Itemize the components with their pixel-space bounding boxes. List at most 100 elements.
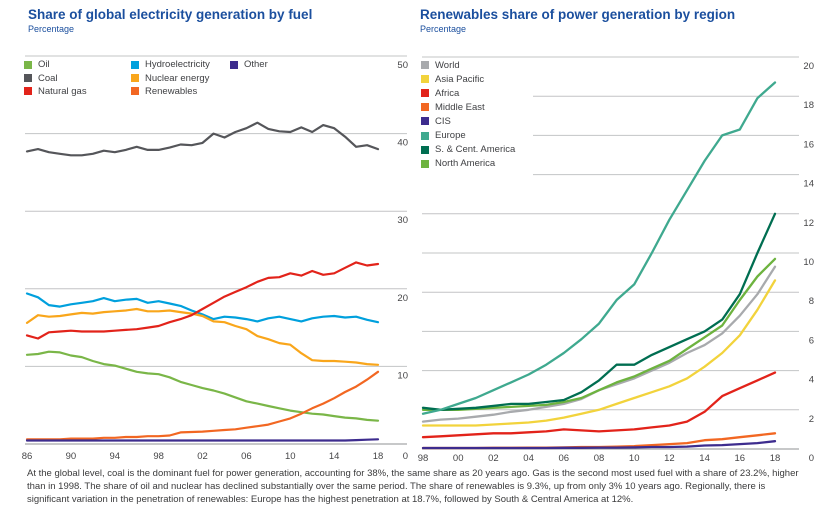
- y-axis-tick-label: 10: [397, 370, 408, 381]
- legend-item: World: [421, 58, 515, 72]
- series-line-north-america: [421, 257, 777, 411]
- series-line-cis: [421, 440, 777, 450]
- legend-swatch-icon: [131, 87, 139, 96]
- series-line-natural-gas: [25, 261, 380, 340]
- series-line-hydroelectricity: [25, 292, 380, 324]
- legend-item: Hydroelectricity: [131, 58, 230, 71]
- x-axis-tick-label: 18: [373, 451, 384, 462]
- y-axis-tick-label: 20: [803, 61, 814, 72]
- figure-caption: At the global level, coal is the dominan…: [27, 468, 799, 505]
- legend-column: Other: [230, 58, 268, 71]
- y-axis-tick-label: 8: [809, 296, 814, 307]
- x-axis-tick-label: 98: [418, 453, 429, 464]
- x-axis-tick-label: 90: [66, 451, 77, 462]
- legend-item: CIS: [421, 114, 515, 128]
- legend-item: S. & Cent. America: [421, 143, 515, 157]
- legend-swatch-icon: [131, 74, 139, 83]
- y-axis-tick-label: 18: [803, 100, 814, 111]
- legend-swatch-icon: [421, 159, 429, 168]
- x-axis-tick-label: 10: [285, 451, 296, 462]
- x-axis-tick-label: 98: [153, 451, 164, 462]
- legend-item: Natural gas: [24, 85, 131, 98]
- x-axis-tick-label: 06: [559, 453, 570, 464]
- x-axis-tick-label: 14: [329, 451, 340, 462]
- legend-swatch-icon: [24, 74, 32, 83]
- y-axis-tick-label: 14: [803, 179, 814, 190]
- legend-column: World Asia Pacific Africa Middle East CIS Eur…: [421, 58, 515, 171]
- legend-swatch-icon: [24, 60, 32, 69]
- x-axis-tick-label: 04: [523, 453, 534, 464]
- legend-item: Middle East: [421, 100, 515, 114]
- y-axis-tick-label: 10: [803, 257, 814, 268]
- legend-label: Middle East: [435, 101, 485, 113]
- legend-label: Europe: [435, 130, 466, 142]
- x-axis-tick-label: 16: [735, 453, 746, 464]
- series-line-coal: [25, 121, 380, 157]
- y-axis-tick-label: 2: [809, 414, 814, 425]
- series-line-s-cent-america: [421, 212, 777, 411]
- legend-item: Oil: [24, 58, 131, 71]
- right-chart-legend: World Asia Pacific Africa Middle East CIS Eur…: [421, 58, 515, 171]
- legend-swatch-icon: [131, 60, 139, 69]
- legend-item: Coal: [24, 71, 131, 84]
- legend-label: Oil: [38, 59, 50, 71]
- x-axis-tick-label: 86: [22, 451, 33, 462]
- x-axis-tick-label: 94: [109, 451, 120, 462]
- legend-label: Renewables: [145, 85, 198, 97]
- legend-label: Other: [244, 59, 268, 71]
- legend-column: Hydroelectricity Nuclear energy Renewables: [131, 58, 230, 98]
- series-line-renewables: [25, 370, 380, 441]
- legend-swatch-icon: [421, 75, 429, 84]
- left-chart-legend: Oil Coal Natural gas Hydroelectricity Nuclea…: [24, 58, 268, 98]
- y-axis-tick-label: 16: [803, 139, 814, 150]
- legend-label: S. & Cent. America: [435, 144, 516, 156]
- legend-item: Africa: [421, 86, 515, 100]
- x-axis-tick-label: 00: [453, 453, 464, 464]
- y-axis-tick-label: 6: [809, 335, 814, 346]
- legend-label: World: [435, 59, 460, 71]
- legend-item: Renewables: [131, 85, 230, 98]
- x-axis-tick-label: 02: [488, 453, 499, 464]
- legend-swatch-icon: [421, 145, 429, 154]
- legend-swatch-icon: [421, 89, 429, 98]
- legend-label: Nuclear energy: [145, 72, 210, 84]
- legend-label: Africa: [435, 87, 460, 99]
- legend-label: CIS: [435, 115, 451, 127]
- y-axis-tick-label: 12: [803, 218, 814, 229]
- y-axis-tick-label: 4: [809, 375, 814, 386]
- x-axis-tick-label: 02: [197, 451, 208, 462]
- legend-item: North America: [421, 157, 515, 171]
- x-axis-tick-label: 08: [594, 453, 605, 464]
- series-line-europe: [421, 81, 777, 415]
- legend-label: Hydroelectricity: [145, 59, 210, 71]
- legend-swatch-icon: [421, 131, 429, 140]
- legend-item: Europe: [421, 128, 515, 142]
- x-axis-tick-label: 10: [629, 453, 640, 464]
- legend-item: Nuclear energy: [131, 71, 230, 84]
- series-line-oil: [25, 350, 380, 422]
- y-axis-tick-label: 20: [397, 293, 408, 304]
- legend-swatch-icon: [421, 61, 429, 70]
- series-line-nuclear-energy: [25, 307, 380, 366]
- legend-swatch-icon: [24, 87, 32, 96]
- y-axis-tick-label: 50: [397, 60, 408, 71]
- legend-item: Other: [230, 58, 268, 71]
- left-chart-subtitle: Percentage: [28, 24, 75, 34]
- legend-swatch-icon: [421, 117, 429, 126]
- legend-swatch-icon: [421, 103, 429, 112]
- series-line-other: [25, 438, 380, 442]
- x-axis-tick-label: 12: [664, 453, 675, 464]
- x-axis-tick-label: 14: [699, 453, 710, 464]
- series-line-asia-pacific: [421, 279, 777, 427]
- y-axis-tick-label: 30: [397, 215, 408, 226]
- legend-item: Asia Pacific: [421, 72, 515, 86]
- legend-column: Oil Coal Natural gas: [24, 58, 131, 98]
- y-axis-tick-label: 0: [809, 453, 814, 464]
- y-axis-tick-label: 40: [397, 138, 408, 149]
- legend-label: Asia Pacific: [435, 73, 485, 85]
- left-chart-title: Share of global electricity generation b…: [28, 7, 313, 22]
- legend-label: Natural gas: [38, 85, 87, 97]
- y-axis-tick-label: 0: [403, 451, 408, 462]
